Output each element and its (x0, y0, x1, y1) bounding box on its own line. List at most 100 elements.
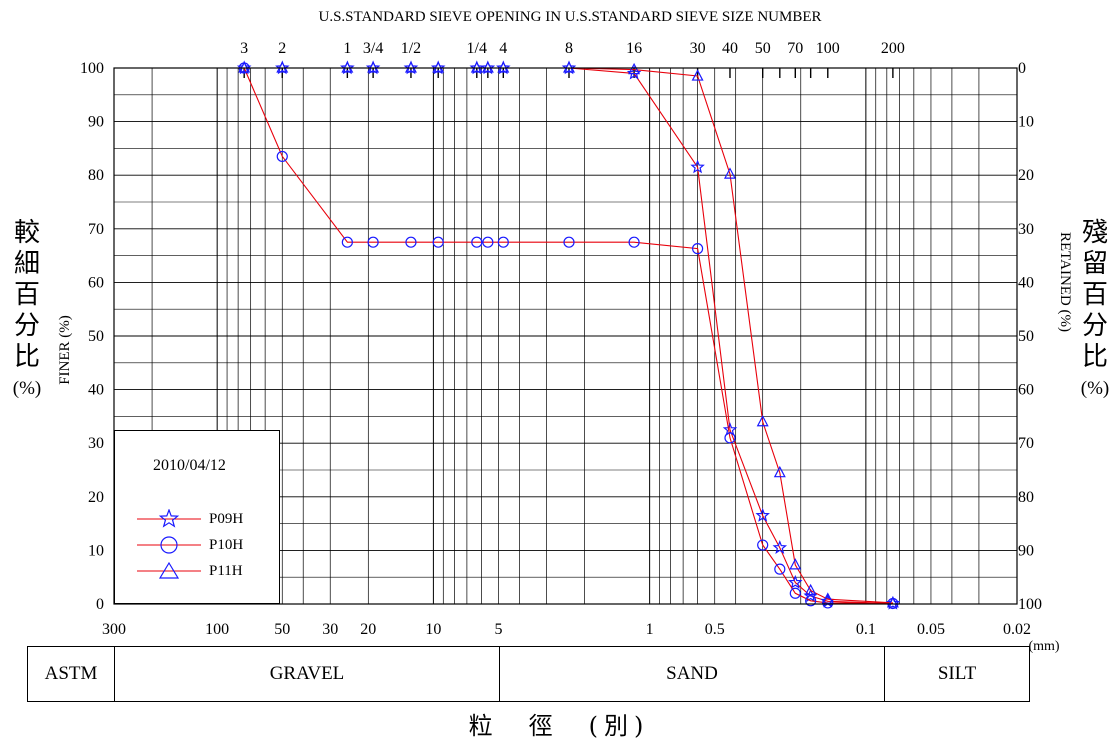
x-tick-label: 0.1 (856, 621, 876, 638)
data-point (341, 61, 354, 73)
sieve-label: 200 (881, 40, 905, 57)
x-tick-label: 50 (274, 621, 290, 638)
y-axis-right-percent: (%) (1080, 378, 1110, 399)
x-tick-label: 10 (425, 621, 441, 638)
y2-tick-label: 60 (1018, 382, 1034, 399)
legend-title: 2010/04/12 (153, 457, 226, 474)
chart-title: U.S.STANDARD SIEVE OPENING IN U.S.STANDA… (318, 9, 821, 25)
y-axis-left-char: 細 (13, 249, 40, 279)
legend-label: P10H (209, 537, 244, 553)
data-point (481, 61, 494, 73)
data-point (789, 587, 801, 599)
sieve-label: 1 (343, 40, 351, 57)
legend-label: P11H (209, 563, 243, 579)
y2-tick-label: 80 (1018, 489, 1034, 506)
y2-tick-label: 100 (1018, 596, 1042, 613)
y-axis-left-percent: (%) (12, 378, 42, 399)
y-axis-right-en-label: RETAINED (%) (1057, 231, 1073, 333)
particle-size-axis: 300 100 50 30 20 10 5 1 0.5 0.1 0.05 0.02 (102, 621, 1031, 638)
finer-percent-axis: 0 10 20 30 40 50 60 70 80 90 100 (80, 60, 104, 613)
sieve-label: 100 (816, 40, 840, 57)
y-axis-left-char: 百 (13, 280, 40, 310)
plot-frame (113, 67, 1018, 605)
data-point (341, 236, 353, 248)
data-point (755, 507, 770, 522)
triangle-marker-icon (137, 561, 201, 579)
y-axis-right-char: 百 (1081, 280, 1108, 310)
data-point (482, 236, 494, 248)
y2-tick-label: 30 (1018, 221, 1034, 238)
y-tick-label: 90 (88, 114, 104, 131)
data-point (238, 61, 251, 73)
sieve-label: 40 (722, 40, 738, 57)
x-tick-label: 1 (646, 621, 654, 638)
y-tick-label: 60 (88, 274, 104, 291)
x-axis-title: 粒 徑 (別) (468, 712, 650, 740)
y-axis-left-char: 較 (13, 218, 40, 248)
data-point (563, 61, 575, 73)
data-point (340, 60, 355, 75)
y-axis-right-title: 殘 留 百 分 比 (%) (1074, 218, 1116, 404)
data-point (724, 432, 736, 444)
data-point (692, 243, 704, 255)
circle-marker-icon (137, 536, 201, 554)
data-point (404, 61, 417, 73)
sieve-label: 3 (240, 40, 248, 57)
data-point (471, 236, 483, 248)
data-point (805, 595, 817, 607)
data-point (403, 60, 419, 75)
data-point (691, 69, 704, 81)
data-point (432, 61, 445, 73)
class-gravel: GRAVEL (115, 647, 500, 701)
data-point (432, 236, 444, 248)
data-point (367, 61, 380, 73)
y2-tick-label: 40 (1018, 274, 1034, 291)
x-tick-label: 0.5 (705, 621, 725, 638)
legend: 2010/04/12 P09H P10H P11H (114, 430, 280, 604)
data-point (788, 574, 803, 589)
data-point (789, 558, 802, 570)
sieve-label: 70 (787, 40, 803, 57)
x-tick-label: 5 (494, 621, 502, 638)
data-point (367, 236, 379, 248)
y2-tick-label: 90 (1018, 542, 1034, 559)
y-tick-label: 10 (88, 542, 104, 559)
data-point (275, 60, 290, 75)
legend-item-p11h: P11H (137, 561, 277, 581)
data-point (821, 592, 834, 604)
x-tick-label: 0.05 (917, 621, 945, 638)
x-tick-label: 0.02 (1003, 621, 1031, 638)
sieve-label: 2 (278, 40, 286, 57)
sieve-label: 3/4 (363, 40, 383, 57)
y-axis-left-char: 比 (13, 342, 40, 372)
y-tick-label: 30 (88, 435, 104, 452)
y-axis-right-char: 比 (1081, 342, 1108, 372)
y-tick-label: 50 (88, 328, 104, 345)
y-axis-left-title: 較 細 百 分 比 (%) (8, 218, 46, 404)
data-point (497, 236, 509, 248)
data-point (497, 61, 510, 73)
y-axis-left-en-label: FINER (%) (57, 315, 73, 385)
y-tick-label: 40 (88, 382, 104, 399)
data-point (430, 60, 446, 75)
class-sand: SAND (500, 647, 885, 701)
data-point (496, 60, 511, 75)
data-point (772, 540, 788, 554)
y2-tick-label: 0 (1018, 60, 1026, 77)
sieve-label: 1/4 (467, 40, 487, 57)
legend-item-p10h: P10H (137, 535, 277, 555)
data-point (480, 60, 496, 75)
y2-tick-label: 70 (1018, 435, 1034, 452)
y-axis-right-char: 殘 (1081, 218, 1108, 248)
sieve-size-axis: 3 2 1 3/4 1/2 1/4 4 8 16 30 40 50 70 100 200 (240, 40, 905, 78)
data-point (757, 539, 769, 551)
sieve-label: 1/2 (401, 40, 421, 57)
data-point (628, 236, 640, 248)
y-tick-label: 20 (88, 489, 104, 506)
sieve-label: 16 (626, 40, 642, 57)
data-point (690, 159, 705, 174)
data-point (886, 596, 899, 608)
x-tick-label: 30 (322, 621, 338, 638)
